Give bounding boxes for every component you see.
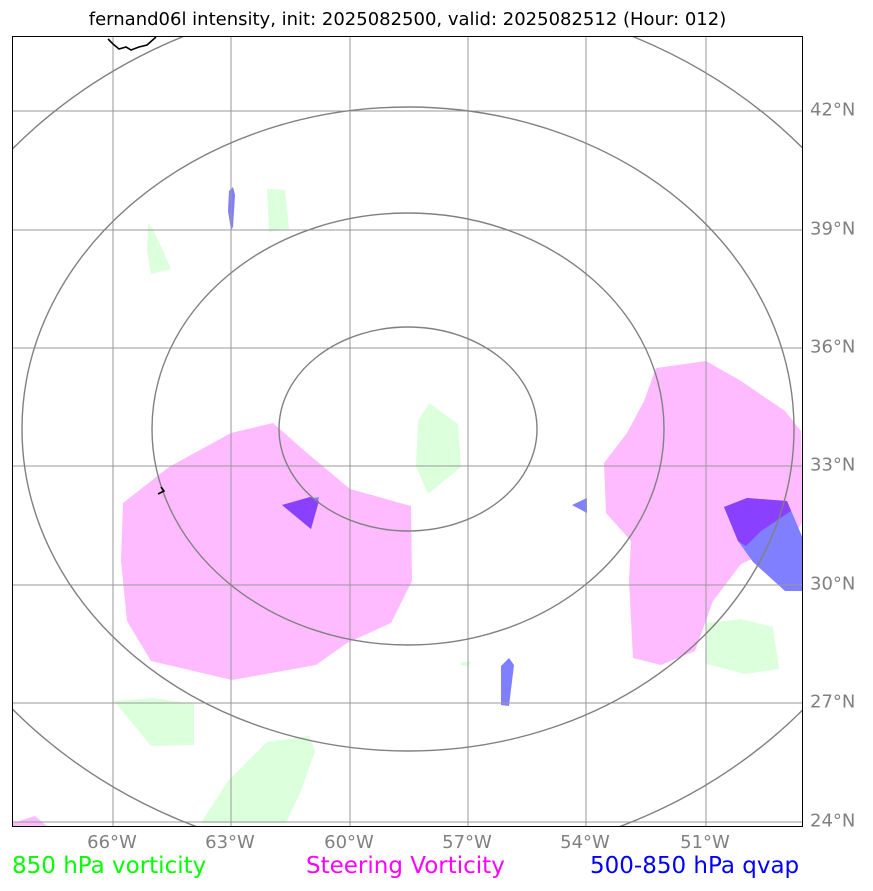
legend-850-vorticity: 850 hPa vorticity (12, 853, 207, 879)
vorticity-850-area (267, 189, 289, 232)
vorticity-850-layer (114, 189, 779, 823)
lat-label-30n: 30°N (810, 573, 856, 595)
vorticity-850-area (706, 619, 779, 674)
vorticity-850-area (201, 736, 315, 823)
lon-label-57w: 57°W (442, 832, 492, 853)
vorticity-850-area (114, 698, 194, 746)
range-ring (21, 106, 795, 752)
lon-label-63w: 63°W (205, 832, 255, 853)
range-rings (13, 37, 802, 826)
overlap-area (282, 497, 319, 529)
steering-vorticity-area (121, 423, 412, 680)
lon-label-54w: 54°W (560, 832, 610, 853)
lon-label-51w: 51°W (680, 832, 730, 853)
qvap-area (572, 498, 587, 513)
steering-vorticity-area (13, 816, 47, 826)
lat-label-42n: 42°N (810, 99, 856, 121)
map-canvas (13, 37, 802, 826)
steering-vorticity-layer (13, 361, 802, 826)
overlap-area (724, 498, 791, 546)
vorticity-850-area (147, 223, 171, 274)
lat-label-27n: 27°N (810, 691, 856, 713)
range-ring (151, 212, 665, 646)
legend-qvap: 500-850 hPa qvap (590, 853, 800, 879)
gridlines (13, 37, 802, 826)
range-ring (278, 326, 538, 532)
coastline-segment (157, 486, 166, 495)
qvap-steering-overlap-layer (282, 497, 791, 546)
lon-label-60w: 60°W (324, 832, 374, 853)
qvap-area (501, 658, 514, 706)
steering-vorticity-area (604, 361, 802, 665)
coastline (107, 37, 166, 495)
coastline-segment (107, 37, 157, 51)
lon-label-66w: 66°W (87, 832, 137, 853)
map-title: fernand06l intensity, init: 2025082500, … (88, 9, 727, 30)
vorticity-850-area (461, 662, 471, 666)
lat-label-24n: 24°N (810, 810, 856, 832)
lat-label-33n: 33°N (810, 454, 856, 476)
legend-steering-vorticity: Steering Vorticity (306, 853, 505, 879)
lat-label-39n: 39°N (810, 218, 856, 240)
vorticity-850-area (416, 403, 461, 494)
map-panel[interactable] (12, 36, 803, 827)
lat-label-36n: 36°N (810, 336, 856, 358)
